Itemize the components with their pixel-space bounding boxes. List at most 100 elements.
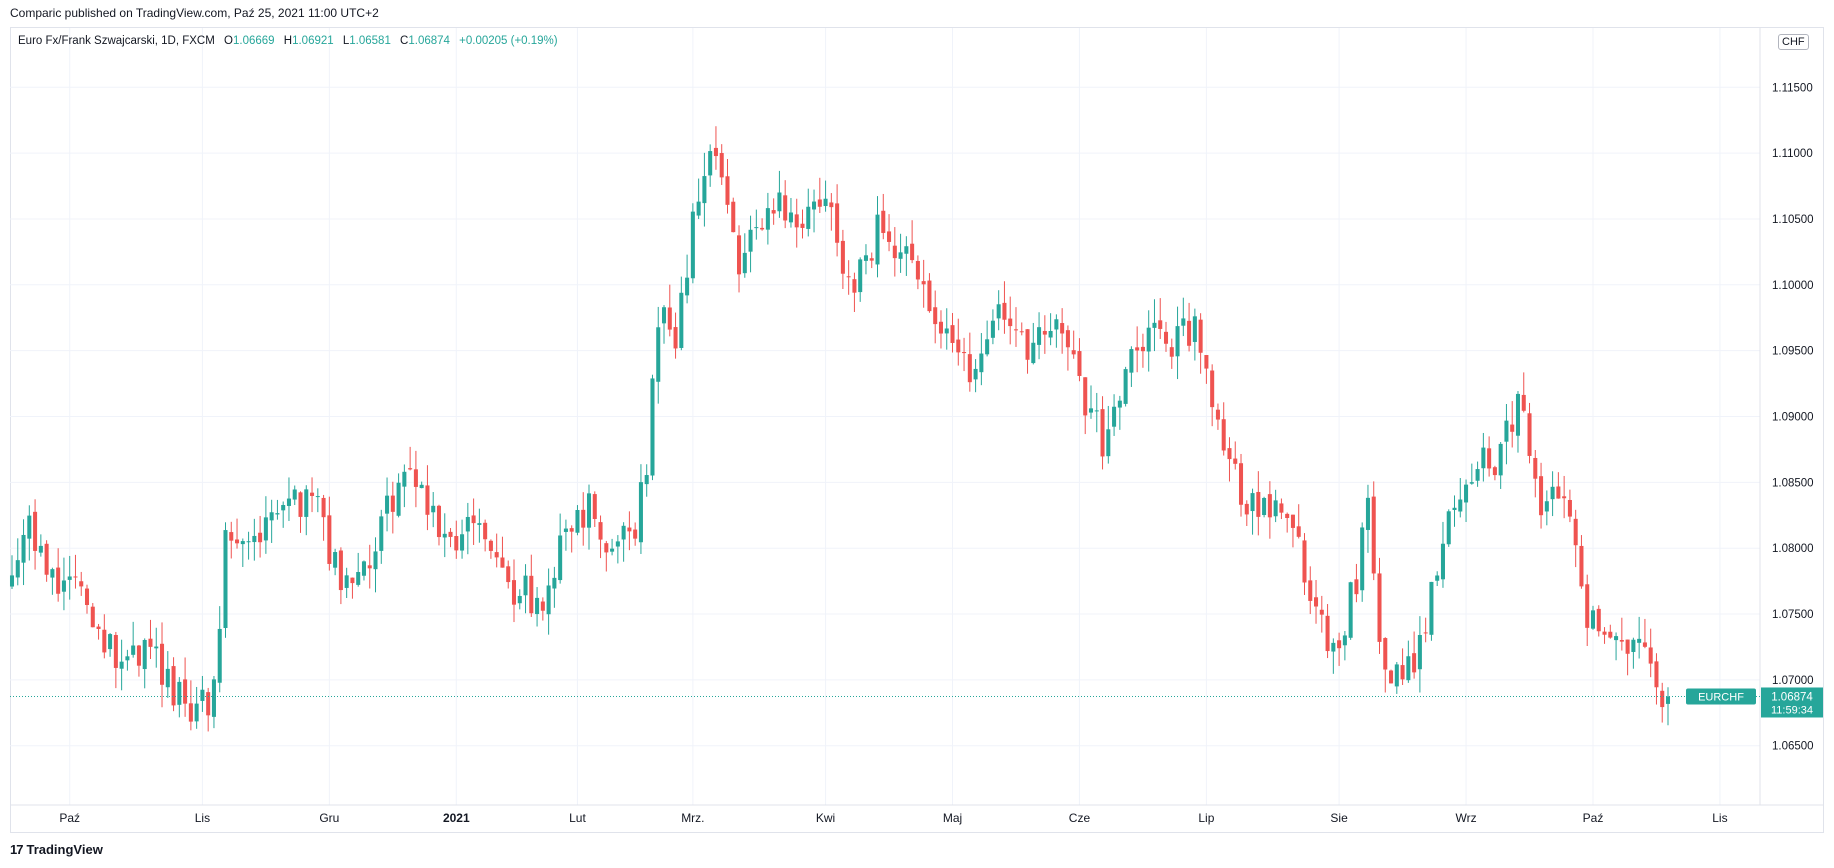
candle-body xyxy=(979,353,984,373)
candle-body xyxy=(240,541,245,545)
candle-body xyxy=(494,552,499,558)
low-label: L xyxy=(342,35,350,47)
candle-body xyxy=(471,515,476,524)
x-tick-label: Kwi xyxy=(816,811,835,825)
candle-body xyxy=(1631,639,1636,652)
candle-body xyxy=(904,246,909,254)
candle-body xyxy=(258,532,263,543)
candle-body xyxy=(656,327,661,382)
candle-body xyxy=(1106,429,1111,457)
candle-body xyxy=(1614,636,1619,641)
candle-body xyxy=(713,147,718,157)
candle-body xyxy=(875,214,880,265)
candle-body xyxy=(1539,476,1544,516)
candle-body xyxy=(973,368,978,380)
candle-body xyxy=(1250,493,1255,512)
candle-body xyxy=(1071,350,1076,355)
candle-body xyxy=(1389,670,1394,684)
candle-body xyxy=(50,569,55,578)
candle-body xyxy=(823,198,828,207)
candle-body xyxy=(235,539,240,544)
candle-body xyxy=(1135,347,1140,351)
candle-body xyxy=(27,515,32,539)
candle-body xyxy=(1094,410,1099,412)
candle-body xyxy=(967,354,972,383)
candle-body xyxy=(1371,496,1376,574)
candle-body xyxy=(760,227,765,230)
candle-body xyxy=(737,235,742,275)
y-tick-label: 1.11000 xyxy=(1772,148,1813,160)
candle-body xyxy=(1175,326,1180,357)
currency-badge[interactable]: CHF xyxy=(1778,34,1809,50)
candle-body xyxy=(1008,318,1013,327)
candle-body xyxy=(1498,443,1503,476)
candle-body xyxy=(1435,575,1440,581)
y-tick-label: 1.07000 xyxy=(1772,675,1814,687)
candle-body xyxy=(1042,330,1047,335)
candle-body xyxy=(696,201,701,216)
candle-body xyxy=(136,645,141,666)
candle-body xyxy=(165,668,170,688)
y-tick-label: 1.08500 xyxy=(1772,477,1814,489)
footer-brand[interactable]: 17 TradingView xyxy=(10,842,103,857)
close-label: C xyxy=(400,35,409,47)
candle-body xyxy=(125,656,130,661)
candle-body xyxy=(1215,409,1220,420)
candle-body xyxy=(1429,581,1434,635)
candle-body xyxy=(1533,457,1538,479)
candle-body xyxy=(610,548,615,552)
candle-body xyxy=(327,515,332,564)
candle-body xyxy=(881,210,886,233)
candle-body xyxy=(1227,448,1232,460)
candle-body xyxy=(517,595,522,604)
candle-body xyxy=(1585,584,1590,628)
low-value: 1.06581 xyxy=(349,35,391,47)
candle-body xyxy=(304,489,309,517)
y-tick-label: 1.07500 xyxy=(1772,609,1814,621)
candle-body xyxy=(1031,342,1036,364)
candle-body xyxy=(1383,638,1388,670)
x-tick-label: Lis xyxy=(1712,811,1727,825)
candle-body xyxy=(413,469,418,487)
candle-body xyxy=(558,535,563,581)
candle-body xyxy=(685,277,690,296)
candle-body xyxy=(592,494,597,519)
candle-body xyxy=(460,534,465,551)
candle-body xyxy=(546,585,551,615)
candle-body xyxy=(448,531,453,537)
candle-body xyxy=(390,495,395,512)
candle-body xyxy=(1619,639,1624,642)
candle-body xyxy=(552,577,557,589)
candle-body xyxy=(771,210,776,214)
symbol-legend: Euro Fx/Frank Szwajcarski, 1D, FXCM O1.0… xyxy=(18,35,558,47)
candle-body xyxy=(333,552,338,568)
candle-body xyxy=(223,530,228,629)
candle-body xyxy=(1337,640,1342,649)
candle-body xyxy=(702,176,707,204)
candle-body xyxy=(1596,608,1601,632)
candle-body xyxy=(44,543,49,575)
candle-body xyxy=(419,484,424,489)
candle-body xyxy=(754,227,759,229)
candle-body xyxy=(321,497,326,518)
open-value: 1.06669 xyxy=(232,35,275,47)
candle-body xyxy=(1308,580,1313,601)
candle-body xyxy=(356,572,361,585)
candle-body xyxy=(113,634,118,668)
candle-body xyxy=(615,541,620,547)
candle-body xyxy=(1123,369,1128,404)
candle-body xyxy=(1642,642,1647,647)
candle-body xyxy=(177,681,182,705)
candle-body xyxy=(1267,494,1272,518)
candle-body xyxy=(1492,467,1497,476)
candle-body xyxy=(1048,331,1053,338)
candle-body xyxy=(200,689,205,701)
candle-body xyxy=(835,203,840,243)
candle-body xyxy=(863,255,868,261)
candle-body xyxy=(269,512,274,521)
candle-body xyxy=(604,543,609,553)
candle-body xyxy=(488,540,493,551)
candle-body xyxy=(708,151,713,176)
candle-body xyxy=(1002,302,1007,320)
